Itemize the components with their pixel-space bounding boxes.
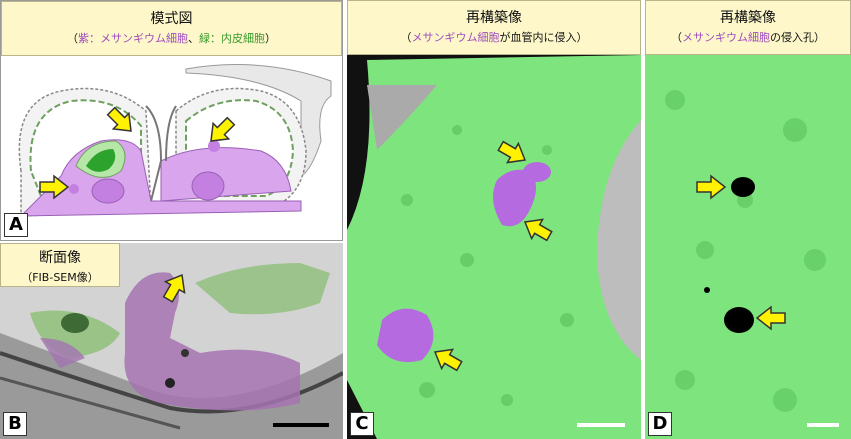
title: 断面像 xyxy=(39,250,81,266)
header: 再構築像 （メサンギウム細胞の侵入孔） xyxy=(645,0,851,55)
panel-a: 模式図 （紫：メサンギウム細胞、緑：内皮細胞） A xyxy=(0,0,343,241)
text: 緑：内皮細胞 xyxy=(199,32,265,45)
panel-b: 断面像 （FIB-SEM像） B xyxy=(0,243,343,439)
reconstruction xyxy=(665,90,826,412)
title: 模式図 xyxy=(150,11,193,27)
header: 模式図 （紫：メサンギウム細胞、緑：内皮細胞） xyxy=(1,1,342,56)
panel-letter: C xyxy=(350,412,374,436)
title: 再構築像 xyxy=(466,10,522,26)
text: の侵入孔） xyxy=(770,31,825,44)
text: ） xyxy=(265,32,276,45)
scale-bar xyxy=(577,423,625,427)
text: が血管内に侵入） xyxy=(499,31,588,44)
scale-bar xyxy=(807,423,839,427)
text: （ xyxy=(67,32,78,45)
panel-c: 再構築像 （メサンギウム細胞が血管内に侵入） C xyxy=(347,0,641,439)
text: 、 xyxy=(188,32,199,45)
header: 再構築像 （メサンギウム細胞が血管内に侵入） xyxy=(347,0,641,55)
text: メサンギウム細胞 xyxy=(682,31,770,44)
scale-bar xyxy=(273,423,329,427)
panel-letter: D xyxy=(648,412,672,436)
panel-letter: B xyxy=(3,412,27,436)
panel-letter: A xyxy=(4,213,28,237)
title: 再構築像 xyxy=(720,10,776,26)
subtitle: （紫：メサンギウム細胞、緑：内皮細胞） xyxy=(2,30,341,46)
reconstruction xyxy=(347,55,641,439)
subtitle: （メサンギウム細胞が血管内に侵入） xyxy=(348,29,640,45)
panel-d: 再構築像 （メサンギウム細胞の侵入孔） D xyxy=(645,0,851,439)
text: 紫：メサンギウム細胞 xyxy=(78,32,188,45)
text: （ xyxy=(400,31,412,44)
header: 断面像 （FIB-SEM像） xyxy=(0,243,120,287)
text: メサンギウム細胞 xyxy=(411,31,500,44)
text: （ xyxy=(671,31,682,44)
subtitle: （メサンギウム細胞の侵入孔） xyxy=(646,29,850,45)
subtitle: （FIB-SEM像） xyxy=(21,271,99,284)
schematic xyxy=(18,64,332,217)
